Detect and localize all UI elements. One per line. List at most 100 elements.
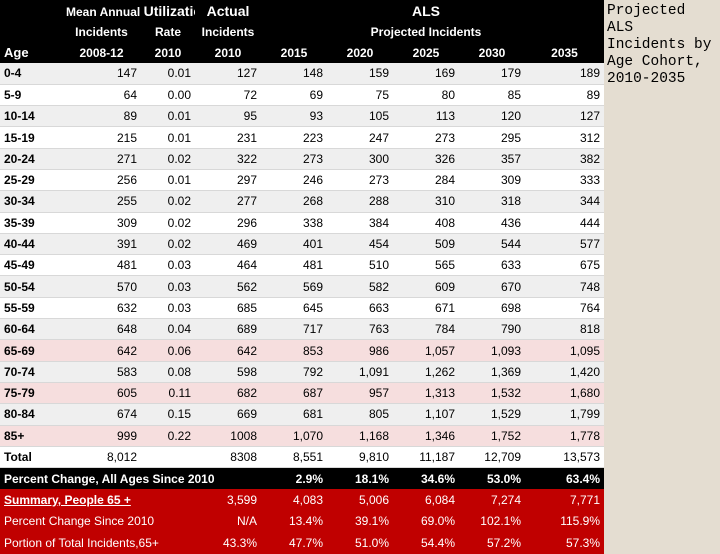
header-utilization: Utilization — [143, 2, 195, 19]
age-cell: 75-79 — [0, 382, 62, 405]
value-cell: 113 — [393, 105, 459, 128]
summary-65-2030: 7,274 — [459, 489, 525, 511]
value-cell: 805 — [327, 403, 393, 426]
value-cell: 562 — [195, 275, 261, 298]
value-cell: 89 — [525, 84, 604, 107]
table-row: 65-69 642 0.06 642 853 986 1,057 1,093 1,095 — [0, 339, 604, 362]
value-cell: 1,313 — [393, 382, 459, 405]
header-projected: Projected Incidents — [327, 21, 525, 42]
value-cell: 9,810 — [327, 446, 393, 469]
value-cell: 565 — [393, 254, 459, 277]
value-cell: 645 — [261, 297, 327, 320]
value-cell: 689 — [195, 318, 261, 341]
value-cell: 598 — [195, 361, 261, 383]
value-cell: 1,168 — [327, 425, 393, 447]
value-cell: 256 — [62, 169, 141, 192]
value-cell: 296 — [195, 212, 261, 234]
value-cell: 436 — [459, 212, 525, 234]
value-cell: 0.08 — [141, 361, 195, 383]
portion-total-65-2030: 57.2% — [459, 532, 525, 554]
value-cell: 310 — [393, 190, 459, 213]
value-cell: 648 — [62, 318, 141, 341]
value-cell: 64 — [62, 84, 141, 107]
age-cell: 45-49 — [0, 254, 62, 277]
summary-65-label: Summary, People 65 + — [0, 489, 195, 511]
table-row: 70-74 583 0.08 598 792 1,091 1,262 1,369 1,420 — [0, 361, 604, 383]
value-cell: 0.02 — [141, 212, 195, 234]
table-row: 80-84 674 0.15 669 681 805 1,107 1,529 1,799 — [0, 403, 604, 426]
als-projection-table: Mean Annual Utilization Actual ALS Incid… — [0, 0, 604, 554]
age-cell: 40-44 — [0, 233, 62, 256]
value-cell: 663 — [327, 297, 393, 320]
value-cell: 159 — [327, 63, 393, 85]
value-cell: 1008 — [195, 425, 261, 447]
value-cell: 312 — [525, 126, 604, 149]
value-cell: 0.02 — [141, 233, 195, 256]
value-cell: 13,573 — [525, 446, 604, 469]
value-cell: 0.01 — [141, 126, 195, 149]
value-cell: 0.03 — [141, 254, 195, 277]
header-2030: 2030 — [459, 42, 525, 63]
value-cell: 633 — [459, 254, 525, 277]
value-cell: 583 — [62, 361, 141, 383]
value-cell: 357 — [459, 148, 525, 170]
value-cell: 215 — [62, 126, 141, 149]
value-cell: 0.22 — [141, 425, 195, 447]
value-cell: 1,091 — [327, 361, 393, 383]
value-cell: 642 — [195, 339, 261, 362]
percent-change-all-2035: 63.4% — [525, 467, 604, 490]
value-cell: 69 — [261, 84, 327, 107]
header-age: Age — [0, 42, 62, 63]
value-cell: 569 — [261, 275, 327, 298]
age-cell: Total — [0, 446, 62, 469]
value-cell: 509 — [393, 233, 459, 256]
value-cell: 748 — [525, 275, 604, 298]
value-cell: 1,799 — [525, 403, 604, 426]
table-row: 30-34 255 0.02 277 268 288 310 318 344 — [0, 190, 604, 213]
value-cell: 326 — [393, 148, 459, 170]
value-cell: 247 — [327, 126, 393, 149]
percent-change-all-2025: 34.6% — [393, 467, 459, 490]
value-cell: 72 — [195, 84, 261, 107]
value-cell: 609 — [393, 275, 459, 298]
header-incidents: Incidents — [62, 21, 141, 42]
summary-65-2015: 4,083 — [261, 489, 327, 511]
age-cell: 0-4 — [0, 63, 62, 85]
value-cell: 642 — [62, 339, 141, 362]
table-row: 85+ 999 0.22 1008 1,070 1,168 1,346 1,752 1,778 — [0, 425, 604, 447]
age-cell: 70-74 — [0, 361, 62, 383]
summary-65-2010: 3,599 — [195, 489, 261, 511]
data-table: Mean Annual Utilization Actual ALS Incid… — [0, 0, 604, 554]
value-cell: 1,107 — [393, 403, 459, 426]
value-cell: 105 — [327, 105, 393, 128]
portion-total-65-2025: 54.4% — [393, 532, 459, 554]
summary-65-2035: 7,771 — [525, 489, 604, 511]
percent-change-all-row: Percent Change, All Ages Since 2010 2.9%… — [0, 467, 604, 490]
value-cell: 300 — [327, 148, 393, 170]
value-cell: 1,093 — [459, 339, 525, 362]
header-als: ALS — [327, 0, 525, 21]
header-row-1: Mean Annual Utilization Actual ALS — [0, 0, 604, 21]
value-cell: 1,070 — [261, 425, 327, 447]
value-cell: 189 — [525, 63, 604, 85]
value-cell: 271 — [62, 148, 141, 170]
value-cell: 322 — [195, 148, 261, 170]
value-cell: 318 — [459, 190, 525, 213]
portion-total-65-row: Portion of Total Incidents,65+ 43.3% 47.… — [0, 532, 604, 554]
value-cell: 1,420 — [525, 361, 604, 383]
table-row: 0-4 147 0.01 127 148 159 169 179 189 — [0, 63, 604, 85]
table-row: 5-9 64 0.00 72 69 75 80 85 89 — [0, 84, 604, 107]
value-cell: 288 — [327, 190, 393, 213]
value-cell: 1,262 — [393, 361, 459, 383]
value-cell: 89 — [62, 105, 141, 128]
value-cell: 0.01 — [141, 105, 195, 128]
value-cell: 763 — [327, 318, 393, 341]
value-cell: 1,095 — [525, 339, 604, 362]
value-cell: 675 — [525, 254, 604, 277]
value-cell: 685 — [195, 297, 261, 320]
value-cell: 231 — [195, 126, 261, 149]
value-cell: 687 — [261, 382, 327, 405]
age-cell: 65-69 — [0, 339, 62, 362]
value-cell: 0.03 — [141, 297, 195, 320]
value-cell: 127 — [525, 105, 604, 128]
